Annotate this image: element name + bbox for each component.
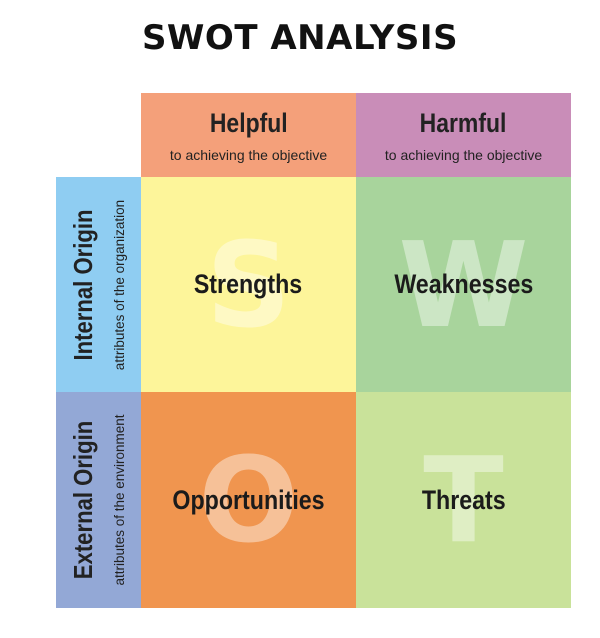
row-external-origin: External Origin attributes of the enviro… xyxy=(56,392,141,608)
header-harmful: Harmful to achieving the objective xyxy=(356,93,571,177)
quadrant-threats: T Threats xyxy=(356,392,571,608)
row-internal-origin: Internal Origin attributes of the organi… xyxy=(56,177,141,392)
header-harmful-label: Harmful xyxy=(420,107,507,138)
quadrant-opportunities: O Opportunities xyxy=(141,392,356,608)
weaknesses-watermark-letter: W xyxy=(398,215,529,354)
header-helpful: Helpful to achieving the objective xyxy=(141,93,356,177)
row-internal-sublabel: attributes of the organization xyxy=(111,199,127,370)
opportunities-label: Opportunities xyxy=(172,484,325,515)
row-internal-label: Internal Origin xyxy=(67,208,98,361)
header-helpful-sublabel: to achieving the objective xyxy=(169,146,328,163)
row-external-label: External Origin xyxy=(67,420,98,580)
row-external-sublabel: attributes of the environment xyxy=(111,414,127,586)
opportunities-watermark-letter: O xyxy=(198,431,299,569)
threats-label: Threats xyxy=(421,484,506,515)
quadrant-weaknesses: W Weaknesses xyxy=(356,177,571,392)
strengths-watermark-letter: S xyxy=(206,215,291,354)
header-helpful-label: Helpful xyxy=(209,107,288,138)
header-harmful-sublabel: to achieving the objective xyxy=(384,146,543,163)
weaknesses-label: Weaknesses xyxy=(394,269,533,299)
strengths-label: Strengths xyxy=(194,269,303,299)
page-title: SWOT ANALYSIS xyxy=(141,18,459,58)
threats-watermark-letter: T xyxy=(423,431,504,569)
quadrant-strengths: S Strengths xyxy=(141,177,356,392)
